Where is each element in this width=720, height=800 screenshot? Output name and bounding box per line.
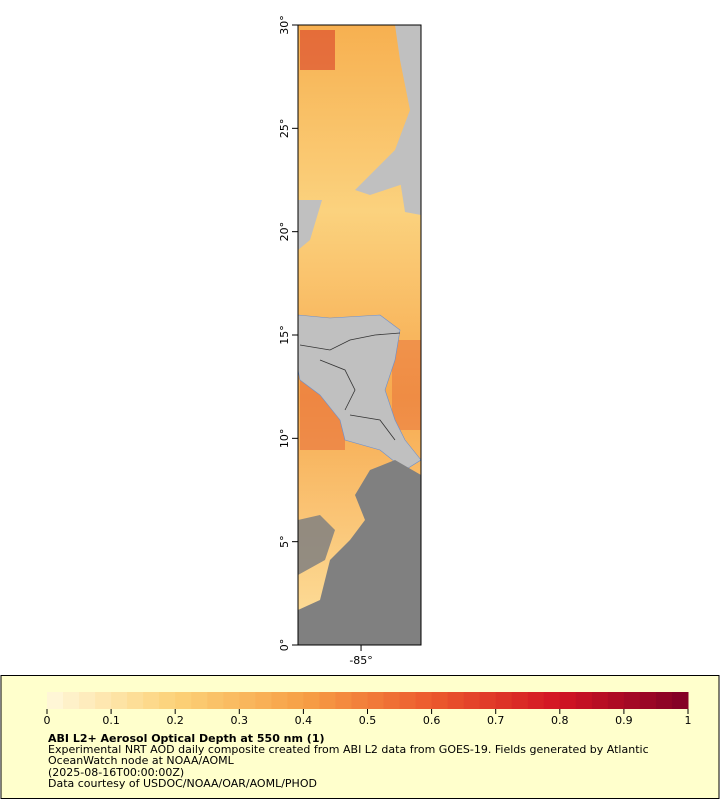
colorbar-tick-label: 1 [685, 714, 692, 727]
colorbar-swatch [303, 692, 320, 709]
colorbar-swatch [335, 692, 352, 709]
y-tick-label: 15° [278, 325, 291, 345]
colorbar-swatch [319, 692, 336, 709]
colorbar-swatch [655, 692, 673, 709]
y-tick-label: 30° [278, 15, 291, 35]
colorbar-swatch [639, 692, 657, 709]
y-tick-label: 10° [278, 429, 291, 449]
colorbar-tick-label: 0.2 [166, 714, 184, 727]
colorbar-swatch [463, 692, 481, 709]
colorbar-swatch [511, 692, 529, 709]
colorbar-swatch [383, 692, 401, 709]
colorbar-swatch [591, 692, 609, 709]
x-tick-label: -85° [349, 654, 372, 667]
colorbar-tick-label: 0 [44, 714, 51, 727]
colorbar-swatch [671, 692, 689, 709]
colorbar-swatch [175, 692, 192, 709]
no-data [298, 515, 335, 575]
colorbar-swatch [63, 692, 80, 709]
colorbar-swatch [95, 692, 112, 709]
colorbar-swatch [623, 692, 641, 709]
border [299, 332, 401, 441]
colorbar-swatch [191, 692, 208, 709]
legend-title: ABI L2+ Aerosol Optical Depth at 550 nm … [48, 732, 325, 745]
caption-line: Experimental NRT AOD daily composite cre… [48, 743, 649, 756]
y-tick-label: 5° [278, 535, 291, 548]
colorbar-tick-label: 0.6 [423, 714, 441, 727]
colorbar-swatch [367, 692, 385, 709]
colorbar-swatch [47, 692, 64, 709]
colorbar-tick-label: 0.1 [102, 714, 120, 727]
colorbar-tick-label: 0.3 [231, 714, 249, 727]
colorbar-swatch [543, 692, 561, 709]
colorbar-swatch [575, 692, 593, 709]
axes: 0° 5° 10° 15° 20° 25° 30° -85° [278, 15, 373, 667]
colorbar-swatch [159, 692, 176, 709]
colorbar: 0 0.1 0.2 0.3 0.4 0.5 0.6 0.7 0.8 0.9 1 [44, 692, 692, 727]
colorbar-tick-label: 0.9 [615, 714, 633, 727]
colorbar-swatch [527, 692, 545, 709]
colorbar-swatch [239, 692, 256, 709]
colorbar-swatch [607, 692, 625, 709]
colorbar-tick-label: 0.4 [295, 714, 313, 727]
colorbar-swatch [287, 692, 304, 709]
colorbar-swatch [143, 692, 160, 709]
aod-patch [300, 30, 335, 70]
colorbar-swatch [479, 692, 497, 709]
colorbar-swatch [271, 692, 288, 709]
colorbar-tick-label: 0.8 [551, 714, 569, 727]
colorbar-swatch [431, 692, 449, 709]
caption-line: Data courtesy of USDOC/NOAA/OAR/AOML/PHO… [48, 777, 317, 790]
colorbar-swatch [415, 692, 433, 709]
colorbar-swatch [351, 692, 368, 709]
land [400, 178, 421, 215]
y-tick-label: 20° [278, 222, 291, 242]
caption-line: OceanWatch node at NOAA/AOML [48, 754, 235, 767]
map [297, 24, 422, 646]
aod-patch [392, 340, 421, 430]
colorbar-swatch [207, 692, 224, 709]
colorbar-tick-label: 0.7 [487, 714, 505, 727]
caption-line: (2025-08-16T00:00:00Z) [48, 766, 184, 779]
colorbar-swatch [559, 692, 577, 709]
colorbar-swatch [111, 692, 128, 709]
y-tick-label: 0° [278, 639, 291, 652]
colorbar-swatch [223, 692, 240, 709]
land [298, 200, 322, 250]
no-data [298, 460, 421, 645]
colorbar-swatch [255, 692, 272, 709]
colorbar-swatch [127, 692, 144, 709]
land [355, 25, 421, 195]
colorbar-swatch [399, 692, 417, 709]
colorbar-swatch [79, 692, 96, 709]
colorbar-tick-label: 0.5 [359, 714, 377, 727]
y-tick-label: 25° [278, 119, 291, 139]
colorbar-swatch [495, 692, 513, 709]
colorbar-swatch [447, 692, 465, 709]
